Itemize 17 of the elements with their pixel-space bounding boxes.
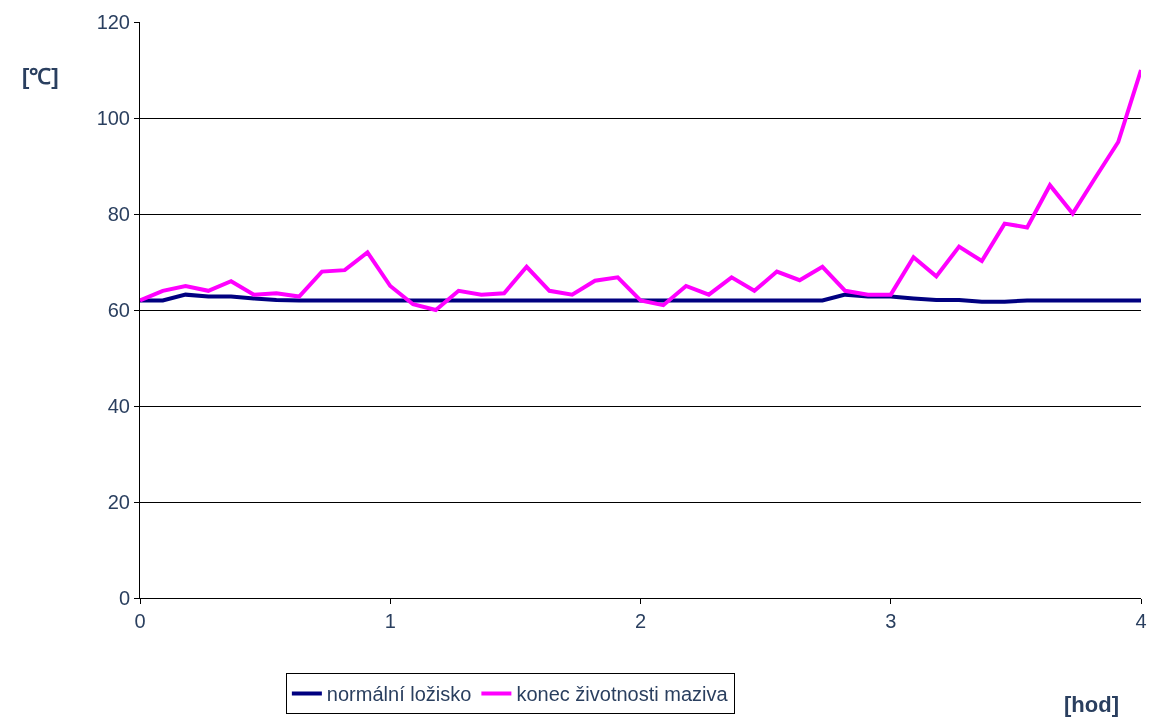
y-tick-label: 60	[107, 299, 130, 321]
legend-label: normální ložisko	[326, 683, 472, 706]
x-tick-label: 2	[634, 610, 647, 632]
y-tick-label: 80	[107, 203, 130, 225]
line-series	[140, 292, 1141, 304]
x-axis-title: [hod]	[1064, 692, 1119, 717]
y-tick-label: 20	[107, 491, 130, 513]
y-axis-title: [℃]	[22, 64, 59, 89]
x-tick-label: 1	[384, 610, 396, 632]
y-tick-label: 0	[118, 587, 130, 609]
y-tick-label: 120	[96, 11, 130, 33]
x-tick-label: 3	[885, 610, 897, 632]
x-tick-label: 0	[134, 610, 146, 632]
legend-label: konec životnosti maziva	[516, 683, 729, 706]
y-tick-label: 100	[96, 107, 130, 129]
y-tick-label: 40	[107, 395, 130, 417]
x-tick-label: 4	[1135, 610, 1147, 632]
